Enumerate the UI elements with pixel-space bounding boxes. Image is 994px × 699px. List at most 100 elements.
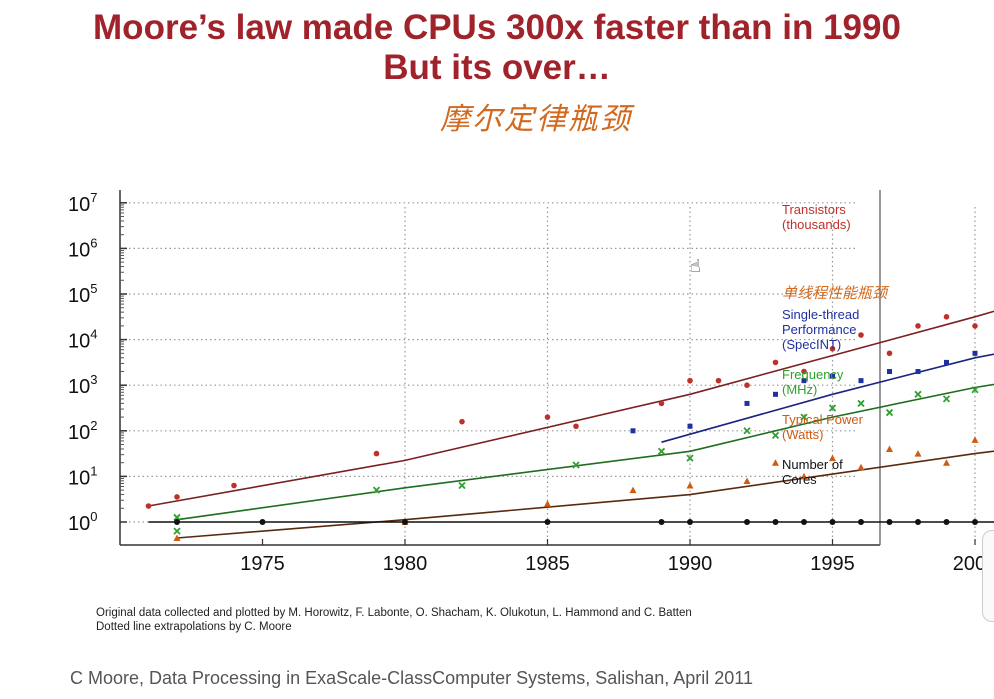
x-tick-label-1995: 1995 [810, 553, 855, 575]
cores-point [174, 519, 180, 525]
frequency-point [686, 454, 694, 462]
frequency-point [173, 513, 181, 522]
performance-trend-line [661, 353, 994, 443]
series-labels: Transistors(thousands) Single-threadPerfo… [690, 202, 890, 487]
title-line-1: Moore’s law made CPUs 300x faster than i… [93, 8, 901, 47]
performance-point [858, 378, 864, 384]
power-point [743, 477, 751, 484]
performance-label-line-1: Single-thread [782, 307, 859, 322]
power-point [886, 445, 893, 453]
frequency-point [800, 413, 808, 421]
frequency-point [743, 427, 751, 435]
cores-point [658, 519, 665, 525]
x-tick-label-1975: 1975 [240, 553, 285, 575]
frequency-label-line-1: Frequency [782, 367, 844, 382]
transistors-point [915, 323, 921, 329]
cores-point [943, 519, 950, 525]
title-line-2: But its over… [383, 48, 611, 87]
y-tick-label-1e0: 100 [68, 509, 97, 535]
frequency-point [657, 447, 666, 455]
performance-point [830, 373, 835, 379]
frequency-trend-line [176, 383, 994, 521]
transistors-point [145, 503, 152, 509]
cores-label-line-1: Number of [782, 457, 843, 472]
transistors-point [459, 418, 465, 425]
frequency-point [771, 431, 780, 439]
performance-point [915, 369, 921, 375]
performance-point [687, 423, 693, 429]
frequency-point [173, 527, 181, 535]
transistors-point [801, 368, 807, 375]
performance-point [944, 359, 949, 365]
transistors-point [772, 359, 779, 366]
frequency-point [942, 395, 951, 403]
cores-point [972, 519, 978, 525]
performance-label-line-2: Performance [782, 322, 856, 337]
transistors-point [886, 350, 893, 357]
transistors-point [573, 423, 579, 430]
transistors-point [858, 332, 864, 338]
cores-point [858, 519, 864, 525]
cores-point [259, 519, 266, 525]
performance-label-line-3: (SpecINT) [782, 337, 841, 352]
performance-point [887, 369, 892, 375]
power-point [800, 472, 808, 480]
transistors-point [658, 400, 665, 407]
power-point [829, 454, 836, 462]
frequency-point [885, 408, 894, 417]
performance-point [773, 391, 778, 397]
transistors-label-line-2: (thousands) [782, 217, 851, 232]
cores-point [772, 519, 779, 525]
y-tick-label-1e2: 102 [68, 418, 97, 444]
handwritten-annotation-side: 单线程性能瓶颈 [782, 284, 890, 302]
y-tick-label-1e7: 107 [68, 190, 97, 216]
credits-line-2: Dotted line extrapolations by C. Moore [96, 621, 292, 633]
power-point [173, 534, 181, 541]
frequency-point [572, 461, 580, 469]
cores-point [687, 519, 693, 525]
cores-point [915, 519, 921, 525]
x-tick-label-1980: 1980 [383, 553, 428, 575]
cores-point [829, 519, 836, 525]
frequency-point [857, 399, 865, 408]
handwritten-annotation-top: 摩尔定律瓶颈 [440, 102, 632, 137]
transistors-point [373, 450, 380, 457]
cores-label-line-2: Cores [782, 472, 817, 487]
transistors-label-line-1: Transistors [782, 202, 846, 217]
transistors-point [231, 482, 237, 489]
power-point [914, 450, 922, 457]
slide-title: Moore’s law made CPUs 300x faster than i… [0, 8, 994, 88]
frequency-label-line-2: (MHz) [782, 382, 817, 397]
performance-point [801, 378, 807, 384]
frequency-point [458, 481, 466, 490]
citation: C Moore, Data Processing in ExaScale-Cla… [70, 668, 753, 688]
floating-side-widget[interactable] [982, 530, 994, 622]
transistors-point [744, 382, 750, 389]
hand-cursor-icon: ☝ [690, 256, 701, 277]
transistors-point [544, 414, 551, 420]
power-label-line-1: Typical Power [782, 412, 864, 427]
credits-line-1: Original data collected and plotted by M… [96, 607, 692, 619]
power-trend-line [176, 450, 994, 539]
cores-trend-line [148, 521, 994, 523]
power-point [943, 459, 950, 466]
y-tick-label-1e5: 105 [68, 281, 97, 307]
tick-labels: 100 101 102 103 104 105 106 107 1975 1980 1985 1990… [68, 190, 994, 575]
power-point [857, 463, 865, 471]
grid-lines [120, 202, 976, 545]
trend-lines [148, 310, 994, 539]
power-label-line-2: (Watts) [782, 427, 823, 442]
cores-point [744, 519, 750, 525]
data-credits: Original data collected and plotted by M… [96, 606, 692, 634]
cores-point [402, 519, 408, 525]
power-point [686, 482, 694, 489]
x-tick-label-1990: 1990 [668, 553, 713, 575]
transistors-point [972, 323, 978, 329]
power-point [971, 436, 979, 443]
y-tick-label-1e6: 106 [68, 235, 97, 261]
power-point [629, 486, 637, 494]
frequency-point [372, 486, 381, 494]
y-tick-label-1e3: 103 [68, 372, 97, 398]
transistors-trend-line [148, 310, 994, 507]
